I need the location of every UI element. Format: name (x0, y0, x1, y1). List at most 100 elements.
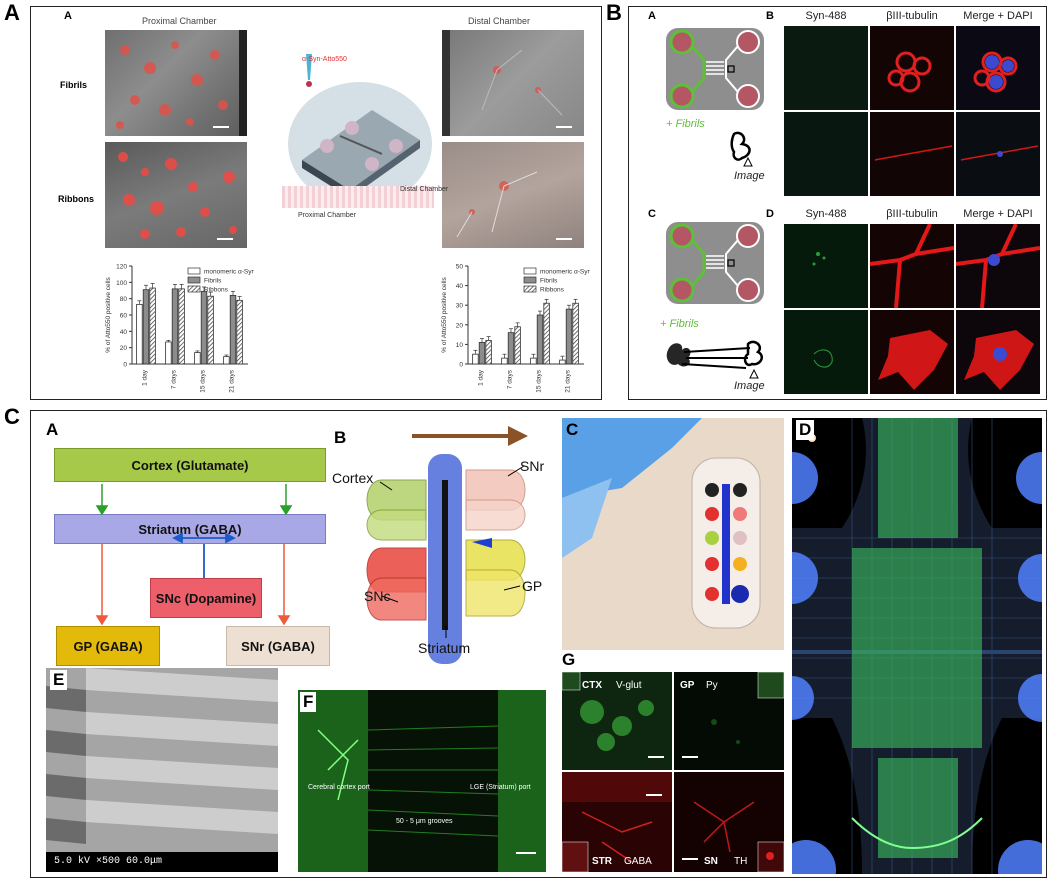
x-tick-label: 7 days (171, 369, 178, 389)
sem-micrograph: E 5.0 kV ×500 60.0μm (46, 668, 278, 872)
y-tick-label: 80 (120, 296, 128, 303)
legend-swatch (523, 285, 537, 293)
confocal-syn-bottom-1 (784, 224, 868, 308)
legend-label: Fibrils (204, 278, 222, 285)
diagram-distal-label: Distal Chamber (400, 186, 449, 193)
distal-chamber-title: Distal Chamber (468, 16, 531, 26)
y-tick-label: 100 (116, 280, 127, 287)
panel-c-sub-a: A (46, 420, 59, 439)
ribbons-red-puncta (118, 152, 237, 239)
bar (559, 359, 566, 365)
micrograph-proximal-fibrils (105, 30, 247, 136)
micrograph-proximal-ribbons (105, 142, 247, 248)
panel-b-letter: B (606, 0, 622, 25)
f-label-middle: 50 - 5 μm grooves (396, 818, 453, 825)
col-head-syn488-top: Syn-488 (805, 10, 847, 22)
bar (536, 314, 544, 365)
y-axis-label: % of Atto550 positive cells (441, 276, 448, 352)
panel-b-sub-b: B (766, 10, 774, 22)
model-label-cortex: Cortex (332, 470, 374, 486)
col-head-merge-bottom: Merge + DAPI (963, 208, 1033, 220)
fibrils-label-top: + Fibrils (666, 118, 705, 130)
row-label-fibrils: Fibrils (60, 80, 88, 90)
legend-swatch (187, 285, 201, 293)
panel-c-sub-d: D (796, 420, 815, 440)
model-label-snr: SNr (520, 458, 545, 474)
flow-cortex: Cortex (Glutamate) (54, 448, 326, 482)
confocal-merge-top-1 (956, 26, 1040, 110)
x-tick-label: 21 days (229, 369, 236, 393)
y-tick-label: 30 (456, 303, 464, 310)
y-tick-label: 40 (456, 283, 464, 290)
bar-chart-distal: 0 10 20 30 40 50 % of Atto550 positive cells 1 … (441, 264, 590, 393)
neuron-sketch-bottom (666, 340, 763, 379)
g-label-gaba: GABA (624, 856, 652, 867)
bar (229, 295, 237, 365)
micrograph-distal-fibrils (442, 30, 584, 136)
y-tick-label: 20 (456, 322, 464, 329)
bar (149, 287, 156, 365)
scale-bar (556, 238, 572, 240)
y-tick-label: 120 (116, 264, 127, 271)
y-tick-label: 50 (456, 264, 464, 271)
col-head-syn488-bottom: Syn-488 (805, 208, 847, 220)
chamber-schematic-top (666, 28, 764, 110)
bar (207, 295, 214, 365)
bar (485, 340, 492, 365)
x-tick-label: 15 days (536, 369, 543, 393)
bar (507, 332, 515, 365)
panel-c-sub-g: G (562, 650, 576, 669)
g-label-str: STR (592, 856, 612, 867)
g-label-vglut: V-glut (616, 680, 642, 691)
g-gp-image: GP Py (674, 672, 784, 770)
g-label-py: Py (706, 680, 718, 691)
bar (543, 302, 550, 365)
probe-label: α-Syn-Atto550 (302, 56, 347, 63)
scale-bar (516, 852, 536, 854)
x-tick-label: 15 days (200, 369, 207, 393)
scale-bar (682, 858, 698, 860)
bar (223, 356, 230, 365)
bar (200, 290, 208, 365)
y-tick-label: 10 (456, 342, 464, 349)
basal-ganglia-3d-model (366, 426, 528, 664)
chamber-schematic-bottom (666, 222, 764, 304)
y-tick-label: 20 (120, 345, 128, 352)
panel-b-sub-d: D (766, 208, 774, 220)
diagram-proximal-label: Proximal Chamber (298, 212, 356, 219)
distal-fibrils-cells (442, 30, 563, 136)
scale-bar (648, 756, 664, 758)
col-head-tubulin-top: βIII-tubulin (886, 10, 938, 22)
x-tick-label: 7 days (507, 369, 514, 389)
fibrils-red-puncta (116, 30, 247, 136)
col-head-tubulin-bottom: βIII-tubulin (886, 208, 938, 220)
scale-bar (646, 794, 662, 796)
x-tick-label: 1 day (142, 369, 149, 386)
col-head-merge-top: Merge + DAPI (963, 10, 1033, 22)
microfluidic-device-diagram (288, 54, 432, 206)
image-label-top: Image (734, 170, 765, 182)
image-label-bottom: Image (734, 380, 765, 392)
x-tick-label: 21 days (565, 369, 572, 393)
confocal-syn-bottom-2 (784, 310, 868, 394)
y-axis-label: % of Atto550 positive cells (105, 276, 112, 352)
proximal-chamber-title: Proximal Chamber (142, 16, 217, 26)
bar (565, 308, 573, 365)
legend-label: monomeric α-Syn (204, 269, 254, 276)
legend-swatch (187, 276, 201, 284)
flow-gp: GP (GABA) (56, 626, 160, 666)
model-label-striatum: Striatum (418, 640, 471, 656)
panel-c-sub-b: B (334, 428, 347, 447)
scale-bar (556, 126, 572, 128)
legend-swatch (523, 267, 537, 275)
f-label-left: Cerebral cortex port (308, 784, 370, 791)
scale-bar (682, 756, 698, 758)
bar (514, 326, 521, 365)
bar (165, 341, 172, 365)
micrograph-distal-ribbons (442, 142, 584, 248)
legend-label: monomeric α-Syn (540, 269, 590, 276)
panel-c-letter: C (4, 404, 20, 429)
scale-bar (217, 238, 233, 240)
bar (572, 302, 579, 365)
y-tick-label: 0 (459, 362, 463, 369)
